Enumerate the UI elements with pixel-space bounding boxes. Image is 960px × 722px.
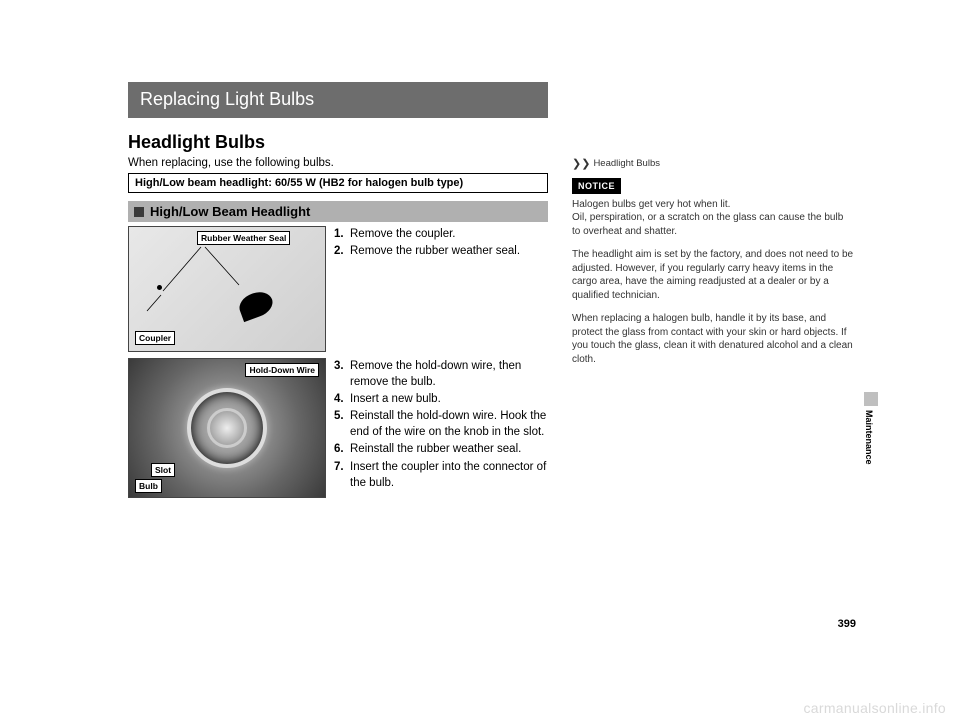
notice-line2: Oil, perspiration, or a scratch on the g… — [572, 212, 843, 237]
step-number: 1. — [334, 226, 350, 242]
step-text: Insert a new bulb. — [350, 391, 548, 407]
step-item: 6.Reinstall the rubber weather seal. — [334, 441, 548, 457]
step-text: Reinstall the rubber weather seal. — [350, 441, 548, 457]
step-number: 2. — [334, 243, 350, 259]
figure-coupler: Rubber Weather Seal Coupler — [128, 226, 326, 352]
intro-text: When replacing, use the following bulbs. — [128, 157, 548, 169]
inner-ring-icon — [207, 408, 247, 448]
step-item: 7.Insert the coupler into the connector … — [334, 459, 548, 491]
callout-slot: Slot — [151, 463, 175, 477]
info-column: ❯❯ Headlight Bulbs NOTICE Halogen bulbs … — [572, 157, 854, 504]
step-number: 7. — [334, 459, 350, 491]
dot-icon — [157, 285, 162, 290]
page-number: 399 — [838, 618, 856, 630]
steps-list-a: 1.Remove the coupler. 2.Remove the rubbe… — [334, 226, 520, 352]
step-text: Remove the hold-down wire, then remove t… — [350, 358, 548, 390]
main-column: When replacing, use the following bulbs.… — [128, 157, 548, 504]
step-item: 4.Insert a new bulb. — [334, 391, 548, 407]
watermark: carmanualsonline.info — [804, 700, 947, 716]
step-item: 2.Remove the rubber weather seal. — [334, 243, 520, 259]
notice-text: Halogen bulbs get very hot when lit. Oil… — [572, 198, 854, 239]
step-number: 5. — [334, 408, 350, 440]
step-item: 5.Reinstall the hold-down wire. Hook the… — [334, 408, 548, 440]
callout-holddown-wire: Hold-Down Wire — [245, 363, 319, 377]
step-text: Reinstall the hold-down wire. Hook the e… — [350, 408, 548, 440]
procedure-heading-label: High/Low Beam Headlight — [150, 204, 310, 219]
step-number: 6. — [334, 441, 350, 457]
step-text: Insert the coupler into the connector of… — [350, 459, 548, 491]
step-text: Remove the rubber weather seal. — [350, 243, 520, 259]
step-item: 3.Remove the hold-down wire, then remove… — [334, 358, 548, 390]
callout-bulb: Bulb — [135, 479, 162, 493]
square-bullet-icon — [134, 207, 144, 217]
step-text: Remove the coupler. — [350, 226, 520, 242]
pointer-lines-icon — [143, 241, 253, 327]
subsection-title: Headlight Bulbs — [128, 132, 858, 153]
figure-holddown: Hold-Down Wire Slot Bulb — [128, 358, 326, 498]
section-title: Replacing Light Bulbs — [128, 82, 548, 118]
bulb-spec: High/Low beam headlight: 60/55 W (HB2 fo… — [128, 173, 548, 193]
reference-line: ❯❯ Headlight Bulbs — [572, 157, 854, 172]
reference-text: Headlight Bulbs — [593, 158, 660, 171]
step-item: 1.Remove the coupler. — [334, 226, 520, 242]
info-paragraph: When replacing a halogen bulb, handle it… — [572, 312, 854, 366]
info-paragraph: The headlight aim is set by the factory,… — [572, 248, 854, 302]
callout-coupler: Coupler — [135, 331, 175, 345]
notice-line1: Halogen bulbs get very hot when lit. — [572, 199, 730, 210]
section-tab: Maintenance — [864, 410, 874, 465]
step-number: 3. — [334, 358, 350, 390]
step-number: 4. — [334, 391, 350, 407]
steps-list-b: 3.Remove the hold-down wire, then remove… — [334, 358, 548, 498]
reference-arrow-icon: ❯❯ — [572, 157, 590, 172]
tab-marker — [864, 392, 878, 406]
procedure-heading: High/Low Beam Headlight — [128, 201, 548, 222]
notice-badge: NOTICE — [572, 178, 621, 194]
